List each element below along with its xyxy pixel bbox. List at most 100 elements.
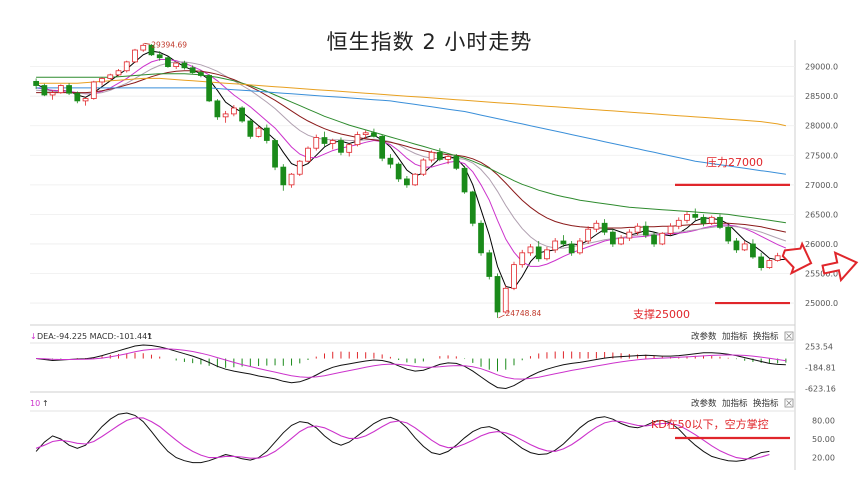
macd-add-indicator-button[interactable]: 加指标 — [722, 331, 748, 342]
candle-body — [725, 227, 732, 242]
candle-body — [173, 62, 180, 68]
candle-body — [428, 151, 435, 161]
candle-body — [140, 44, 147, 51]
candle-body — [741, 243, 748, 251]
candle-body — [420, 159, 427, 175]
low-price-label: 24748.84 — [506, 309, 542, 318]
candle-body — [329, 140, 336, 144]
candle-body — [395, 163, 402, 180]
macd-header: DEA:-94.225 MACD:-101.441 — [37, 332, 152, 341]
candle-body — [692, 214, 699, 218]
candle-body — [626, 231, 633, 239]
support-label: 支撑25000 — [633, 307, 690, 321]
candle-body — [684, 214, 690, 221]
candle-body — [181, 62, 188, 69]
candle-body — [519, 252, 526, 266]
price-tick-label: 28500.0 — [805, 92, 838, 101]
kdj-switch-indicator-button[interactable]: 换指标 — [753, 398, 779, 409]
candle-body — [502, 287, 509, 313]
candle-body — [535, 246, 542, 260]
candle-body — [593, 222, 600, 230]
candle-body — [750, 243, 756, 258]
kdj-header-arrow: ↑ — [42, 399, 49, 408]
macd-dea-line — [36, 348, 786, 380]
candle-body — [758, 256, 765, 269]
price-tick-label: 25000.0 — [805, 299, 838, 308]
kdj-tick-label: 20.00 — [812, 454, 835, 463]
ma-line-0 — [35, 50, 786, 289]
candle-body — [453, 156, 460, 169]
candle-body — [198, 72, 204, 76]
candle-body — [511, 264, 517, 289]
price-tick-label: 26500.0 — [805, 210, 838, 219]
candle-body — [568, 243, 575, 254]
candle-body — [107, 74, 114, 79]
candle-body — [82, 98, 89, 102]
candle-body — [49, 92, 56, 96]
candle-body — [560, 240, 567, 245]
candle-body — [577, 240, 583, 254]
price-tick-label: 29000.0 — [805, 63, 838, 72]
candle-body — [90, 81, 97, 99]
candle-body — [379, 135, 386, 159]
kdj-tick-label: 80.00 — [812, 416, 835, 425]
candle-body — [609, 231, 616, 245]
candle-body — [222, 113, 229, 118]
candle-body — [774, 255, 781, 261]
macd-edit-params-button[interactable]: 改参数 — [691, 331, 717, 342]
candle-body — [66, 85, 72, 94]
resistance-label: 压力27000 — [706, 156, 763, 169]
candle-body — [659, 232, 666, 245]
candle-body — [239, 107, 245, 122]
page-title: 恒生指数 2 小时走势 — [326, 30, 533, 54]
candle-body — [57, 85, 64, 94]
candle-body — [717, 216, 723, 228]
candle-body — [618, 237, 624, 245]
candle-body — [667, 225, 674, 234]
price-tick-label: 27000.0 — [805, 181, 838, 190]
macd-header-arrow: ↑ — [146, 332, 153, 341]
kdj-k-line — [35, 412, 770, 464]
kdj-add-indicator-button[interactable]: 加指标 — [722, 398, 748, 409]
candle-body — [362, 132, 369, 135]
kdj-d-line — [35, 417, 770, 460]
candle-body — [214, 100, 221, 118]
price-tick-label: 27500.0 — [805, 151, 838, 160]
candle-body — [305, 147, 311, 162]
ma-line-6 — [36, 77, 787, 127]
candle-body — [436, 151, 443, 160]
candle-body — [321, 137, 328, 144]
macd-switch-indicator-button[interactable]: 换指标 — [753, 331, 779, 342]
candle-body — [288, 173, 295, 186]
candle-body — [445, 156, 451, 160]
macd-header-mark: ↓ — [30, 332, 37, 341]
price-tick-label: 25500.0 — [805, 270, 838, 279]
arrow-down-right-icon — [781, 241, 813, 276]
candle-body — [552, 240, 559, 251]
candle-body — [708, 216, 715, 224]
arrow-right-icon — [821, 250, 859, 283]
candle-body — [115, 70, 122, 76]
kdj-edit-params-button[interactable]: 改参数 — [691, 398, 717, 409]
candle-body — [230, 107, 237, 115]
candle-body — [346, 144, 353, 153]
high-price-label: 29394.69 — [151, 40, 187, 49]
candle-body — [33, 80, 39, 86]
candle-body — [651, 234, 657, 245]
candle-body — [766, 260, 773, 269]
macd-tick-label: -623.16 — [805, 385, 836, 394]
kdj-annotation: KD在50以下，空方掌控 — [651, 417, 769, 431]
candle-body — [527, 246, 534, 254]
candlesticks — [33, 43, 789, 318]
candle-body — [74, 92, 81, 102]
candle-body — [371, 132, 377, 137]
candle-body — [206, 75, 213, 102]
macd-axis: 253.54 -184.81 -623.16 — [805, 342, 836, 393]
candle-body — [601, 222, 608, 233]
candle-body — [469, 191, 476, 224]
candle-body — [494, 276, 501, 313]
candle-body — [296, 160, 303, 175]
candle-body — [634, 225, 641, 233]
ma-line-4 — [36, 73, 786, 224]
